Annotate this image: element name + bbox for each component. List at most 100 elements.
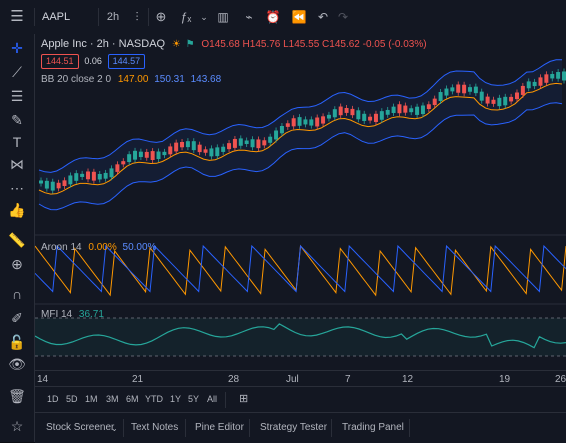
compare-icon[interactable]: ⌁ xyxy=(245,10,253,24)
tab-pine-editor[interactable]: Pine Editor xyxy=(195,422,244,433)
candle-body xyxy=(326,114,331,119)
candle-body xyxy=(350,108,355,116)
candle-body xyxy=(356,110,361,120)
candle-body xyxy=(438,92,443,102)
candle-body xyxy=(238,138,243,146)
menu-icon[interactable]: ☰ xyxy=(10,8,24,25)
lock-draw-icon[interactable]: ✐ xyxy=(11,310,23,326)
bb-band-fill xyxy=(39,59,562,210)
lock-icon[interactable]: 🔓 xyxy=(8,334,26,350)
candle-body xyxy=(409,108,414,113)
candle-body xyxy=(297,117,302,126)
chart-area[interactable]: Apple Inc · 2h · NASDAQ ☀ ⚑ O145.68 H145… xyxy=(35,34,566,370)
candle-body xyxy=(232,138,237,148)
goto-date-icon[interactable]: ⊞ xyxy=(239,393,249,405)
candle-body xyxy=(74,173,79,181)
candle-body xyxy=(209,148,214,157)
add-icon[interactable]: ⊕ xyxy=(155,9,167,24)
candle-body xyxy=(86,171,91,180)
candle-body xyxy=(397,104,402,114)
crosshair-icon[interactable]: ✛ xyxy=(11,40,23,56)
range-all[interactable]: All xyxy=(207,394,218,404)
time-label: 19 xyxy=(499,374,511,385)
thumbs-up-icon[interactable]: 👍 xyxy=(8,202,26,218)
tab-trading-panel[interactable]: Trading Panel xyxy=(342,422,404,433)
candle-body xyxy=(403,105,408,113)
range-ytd[interactable]: YTD xyxy=(145,394,163,404)
range-3m[interactable]: 3M xyxy=(106,394,119,404)
candle-body xyxy=(462,84,467,94)
time-label: 26 xyxy=(555,374,566,385)
indicators-icon[interactable]: ƒₓ xyxy=(180,10,192,24)
candle-body xyxy=(197,144,202,153)
candle-body xyxy=(520,85,525,95)
candle-body xyxy=(256,139,261,149)
candle-body xyxy=(532,81,537,87)
measure-icon[interactable]: ⋯ xyxy=(10,180,24,196)
time-label: Jul xyxy=(286,374,299,385)
chart-canvas[interactable] xyxy=(35,34,566,370)
candle-body xyxy=(44,180,49,189)
pattern-icon[interactable]: ⋈ xyxy=(10,156,24,172)
bar-style-icon[interactable]: ⫶ xyxy=(135,10,139,24)
range-6m[interactable]: 6M xyxy=(126,394,139,404)
chevron-down-icon[interactable]: ⌄ xyxy=(111,424,118,433)
candle-body xyxy=(420,105,425,115)
time-label: 21 xyxy=(132,374,144,385)
candle-body xyxy=(509,96,514,102)
text-icon[interactable]: T xyxy=(12,134,22,150)
candle-body xyxy=(426,104,431,110)
layout-icon[interactable]: ▥ xyxy=(217,10,229,24)
fib-icon[interactable]: ☰ xyxy=(10,88,24,104)
eye-icon[interactable]: 👁 xyxy=(8,356,26,372)
candle-body xyxy=(268,136,273,143)
range-5y[interactable]: 5Y xyxy=(188,394,200,404)
replay-icon[interactable]: ⏪ xyxy=(291,10,307,24)
candle-body xyxy=(68,175,73,185)
tab-strategy-tester[interactable]: Strategy Tester xyxy=(260,422,328,433)
candle-body xyxy=(467,87,472,92)
candle-body xyxy=(162,151,167,156)
star-icon[interactable]: ☆ xyxy=(10,418,24,434)
range-1d[interactable]: 1D xyxy=(47,394,59,404)
magnet-icon[interactable]: ∩ xyxy=(11,286,23,302)
candle-body xyxy=(526,81,531,89)
candle-body xyxy=(291,118,296,127)
candle-body xyxy=(497,97,502,107)
tab-stock-screener[interactable]: Stock Screener xyxy=(46,422,115,433)
time-axis[interactable]: 14 21 28 Jul 7 12 19 26 xyxy=(35,370,566,387)
main-legend: Apple Inc · 2h · NASDAQ ☀ ⚑ O145.68 H145… xyxy=(41,38,427,50)
candle-body xyxy=(450,87,455,92)
chevron-down-icon[interactable]: ⌄ xyxy=(200,12,208,22)
zoom-icon[interactable]: ⊕ xyxy=(11,256,23,272)
candle-body xyxy=(514,92,519,100)
trendline-icon[interactable]: ⟋ xyxy=(12,64,22,80)
redo-icon[interactable]: ↷ xyxy=(337,10,349,24)
trash-icon[interactable]: 🗑 xyxy=(8,388,26,404)
interval-button[interactable]: 2h xyxy=(106,11,120,23)
candle-body xyxy=(56,182,61,189)
candle-body xyxy=(127,154,132,163)
range-5d[interactable]: 5D xyxy=(66,394,78,404)
candle-body xyxy=(115,164,120,172)
tab-text-notes[interactable]: Text Notes xyxy=(131,422,179,433)
bid-ask-row: 144.51 0.06 144.57 xyxy=(41,54,146,69)
ruler-icon[interactable]: 📏 xyxy=(8,232,26,248)
symbol-search[interactable]: AAPL xyxy=(42,11,71,23)
bid-button[interactable]: 144.51 xyxy=(41,54,79,69)
candle-body xyxy=(332,109,337,118)
candle-body xyxy=(485,96,490,104)
bb-upper: 150.31 xyxy=(154,74,185,85)
time-label: 12 xyxy=(402,374,414,385)
range-1m[interactable]: 1M xyxy=(85,394,98,404)
alert-icon[interactable]: ⏰ xyxy=(265,10,281,24)
brush-icon[interactable]: ✎ xyxy=(11,112,23,128)
range-1y[interactable]: 1Y xyxy=(170,394,182,404)
ask-button[interactable]: 144.57 xyxy=(107,54,146,69)
undo-icon[interactable]: ↶ xyxy=(317,10,329,24)
bb-legend: BB 20 close 2 0 147.00 150.31 143.68 xyxy=(41,74,221,85)
candle-body xyxy=(250,139,255,148)
candle-body xyxy=(344,108,349,113)
candle-body xyxy=(385,109,390,115)
time-label: 28 xyxy=(228,374,240,385)
